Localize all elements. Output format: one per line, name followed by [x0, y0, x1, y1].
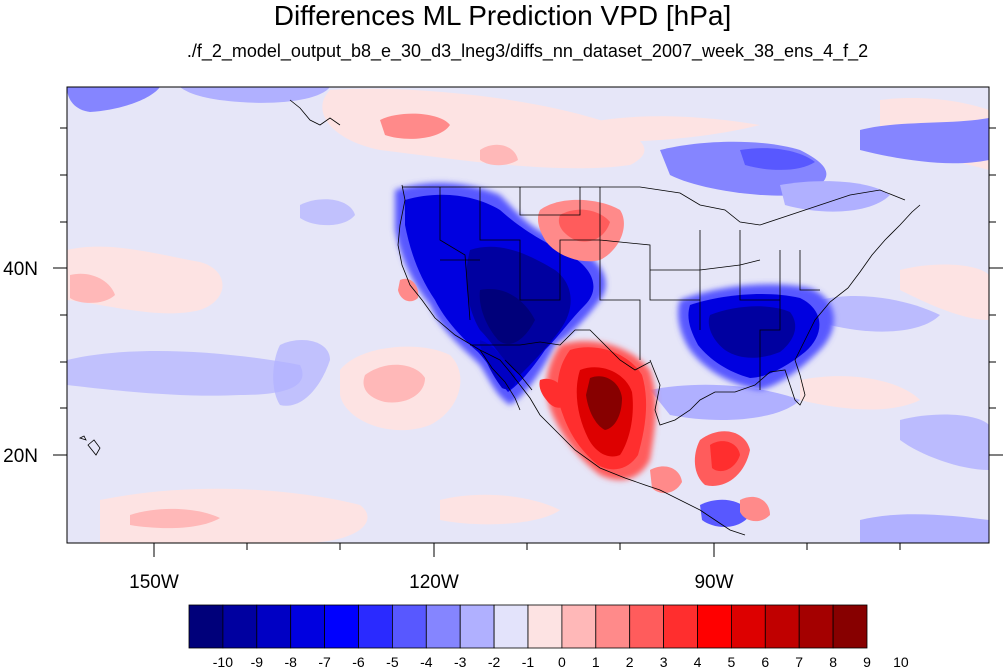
field-patch: [558, 209, 610, 242]
colorbar-tick-label: -4: [420, 654, 433, 670]
colorbar-tick-label: 8: [829, 654, 837, 670]
field-patch: [539, 378, 570, 408]
field-patch: [70, 273, 115, 303]
lat-label: 20N: [3, 446, 38, 467]
field-patch: [700, 499, 750, 527]
field-patch: [708, 306, 796, 358]
field-patch: [479, 289, 535, 344]
field-patch: [480, 144, 518, 166]
colorbar-swatch: [358, 604, 393, 649]
colorbar-swatch: [561, 604, 597, 649]
field-patch: [900, 414, 989, 470]
alaska-coastline: [289, 99, 341, 126]
field-patch: [300, 199, 355, 226]
us-mexico-border: [470, 329, 651, 371]
colorbar-tick-label: 1: [591, 654, 600, 670]
colorbar-tick-label: 10: [893, 654, 909, 670]
colorbar-tick-label: -5: [386, 654, 399, 670]
colorbar-swatch: [527, 604, 563, 649]
colorbar-swatch: [188, 604, 224, 649]
colorbar-swatch: [493, 604, 529, 649]
colorbar-tick-label: 3: [659, 654, 668, 670]
field-patch: [740, 148, 815, 170]
field-patch: [740, 496, 770, 522]
field-patch: [480, 340, 516, 390]
colorbar-swatch: [324, 604, 359, 649]
baja-california-coastline: [479, 349, 533, 411]
colorbar-tick-label: 4: [693, 654, 702, 670]
field-patch: [398, 278, 419, 302]
colorbar-tick-label: 7: [795, 654, 804, 670]
lon-label: 90W: [694, 572, 733, 593]
hawaii-coastline: [78, 435, 101, 456]
colorbar-tick-label: 9: [863, 654, 871, 670]
colorbar-swatch: [663, 604, 698, 649]
colorbar-swatch: [798, 604, 834, 649]
field-patch: [100, 488, 368, 543]
field-patch: [860, 514, 989, 543]
colorbar-tick-label: 6: [761, 654, 770, 670]
field-patch: [780, 181, 890, 212]
colorbar-tick-label: 2: [625, 654, 634, 670]
axis-labels: 40N 20N 150W 120W 90W: [3, 259, 733, 593]
colorbar-tick-label: 0: [557, 654, 566, 670]
colorbar-swatch: [222, 604, 258, 649]
colorbar-swatch: [290, 604, 326, 649]
us-canada-border: [402, 186, 906, 226]
colorbar-swatch: [764, 604, 800, 649]
colorbar-swatch: [595, 604, 631, 649]
field-patch: [800, 376, 920, 410]
field-patch: [860, 118, 989, 164]
lon-label: 150W: [129, 572, 179, 593]
colorbar-tick-label: 5: [727, 654, 736, 670]
colorbar-tick-label: -8: [284, 654, 297, 670]
difference-field: [67, 87, 989, 543]
field-patch: [130, 508, 220, 529]
colorbar-swatch: [832, 604, 868, 649]
colorbar-swatch: [391, 604, 427, 649]
north-america-coastline: [397, 184, 921, 536]
colorbar-swatch: [731, 604, 766, 649]
colorbar-swatch: [697, 604, 732, 649]
field-patch: [650, 466, 682, 494]
boundaries: [78, 99, 921, 536]
field-patch: [180, 87, 330, 103]
colorbar-swatch: [459, 604, 495, 649]
colorbar-tick-label: -3: [453, 654, 467, 670]
colorbar-swatch: [256, 604, 292, 649]
field-patch: [322, 88, 645, 169]
field-patch: [586, 376, 622, 430]
field-patch: [710, 441, 740, 472]
map-subtitle: ./f_2_model_output_b8_e_30_d3_lneg3/diff…: [186, 41, 869, 61]
map-title: Differences ML Prediction VPD [hPa]: [273, 0, 732, 31]
colorbar-tick-label: -7: [318, 654, 331, 670]
colorbar-tick-label: -10: [212, 654, 233, 670]
field-patch: [380, 113, 450, 139]
field-patch: [363, 364, 425, 403]
field-patch: [273, 340, 330, 406]
lat-label: 40N: [3, 259, 38, 280]
state-boundary: [439, 187, 820, 390]
colorbar-tick-label: -1: [521, 654, 535, 670]
colorbar: [188, 604, 868, 649]
colorbar-swatch: [425, 604, 461, 649]
field-patch: [820, 295, 940, 332]
field-patch: [67, 350, 303, 396]
colorbar-tick-label: -9: [250, 654, 264, 670]
field-patch: [900, 264, 989, 320]
axis-ticks: [53, 127, 1003, 557]
field-patch: [560, 116, 760, 142]
field-patch: [67, 87, 160, 112]
colorbar-swatch: [629, 604, 665, 649]
colorbar-tick-label: -2: [487, 654, 501, 670]
lon-label: 120W: [409, 572, 459, 593]
field-patch: [440, 494, 560, 525]
colorbar-tick-label: -6: [352, 654, 365, 670]
